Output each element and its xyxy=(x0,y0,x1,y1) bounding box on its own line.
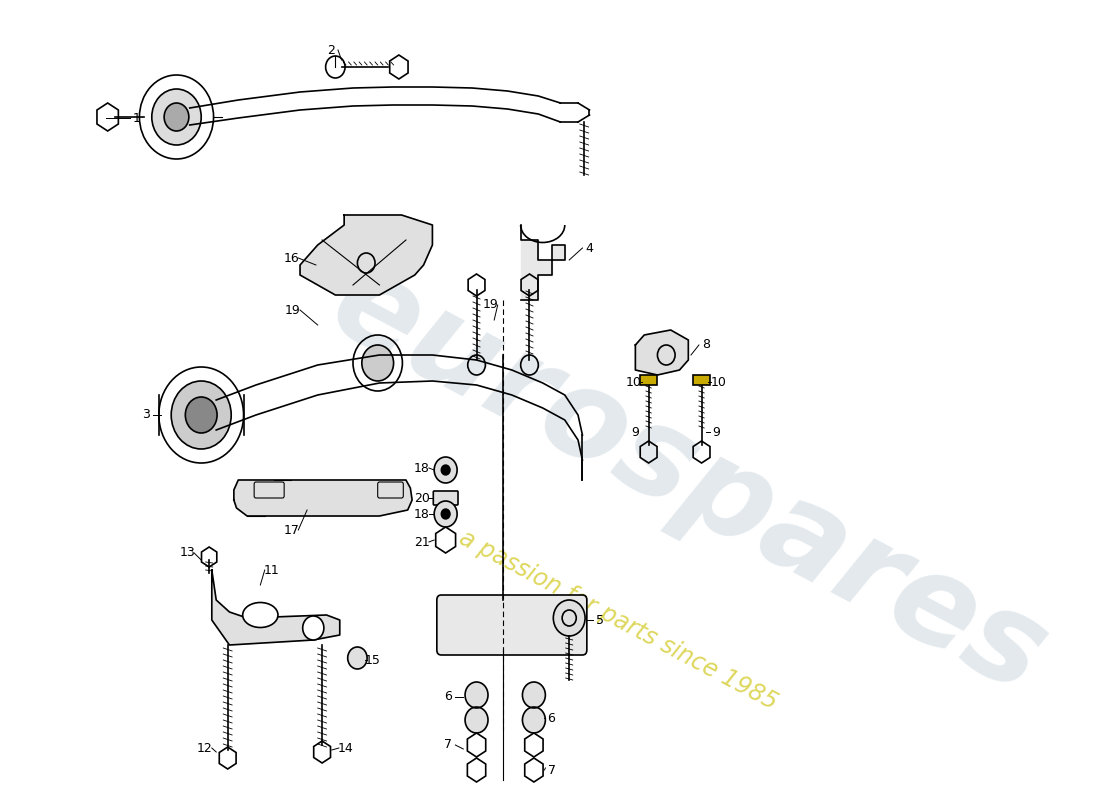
Polygon shape xyxy=(212,570,340,645)
Circle shape xyxy=(465,707,488,733)
Circle shape xyxy=(152,89,201,145)
Text: 21: 21 xyxy=(414,535,430,549)
Circle shape xyxy=(441,465,450,475)
Text: 13: 13 xyxy=(179,546,195,559)
Text: 18: 18 xyxy=(414,507,430,521)
Circle shape xyxy=(522,707,546,733)
Ellipse shape xyxy=(243,602,278,627)
Circle shape xyxy=(185,397,217,433)
Circle shape xyxy=(434,457,458,483)
Text: 10: 10 xyxy=(711,375,726,389)
Circle shape xyxy=(465,682,488,708)
FancyBboxPatch shape xyxy=(437,595,586,655)
Text: 8: 8 xyxy=(702,338,710,351)
Polygon shape xyxy=(234,480,412,516)
Text: 18: 18 xyxy=(414,462,430,474)
Text: 9: 9 xyxy=(713,426,721,438)
Text: 3: 3 xyxy=(142,409,150,422)
Circle shape xyxy=(441,509,450,519)
Circle shape xyxy=(553,600,585,636)
Text: eurospares: eurospares xyxy=(311,241,1066,719)
Polygon shape xyxy=(520,225,564,300)
Text: 1: 1 xyxy=(133,111,141,125)
Circle shape xyxy=(302,616,323,640)
Circle shape xyxy=(172,381,231,449)
Text: a passion for parts since 1985: a passion for parts since 1985 xyxy=(454,526,781,714)
Text: 19: 19 xyxy=(285,303,301,317)
Bar xyxy=(693,375,711,385)
Polygon shape xyxy=(300,215,432,295)
Text: 14: 14 xyxy=(338,742,354,754)
Circle shape xyxy=(522,682,546,708)
Text: 17: 17 xyxy=(284,523,299,537)
Text: 9: 9 xyxy=(631,426,639,438)
Bar xyxy=(640,375,658,385)
Polygon shape xyxy=(636,330,689,375)
Circle shape xyxy=(362,345,394,381)
Text: 16: 16 xyxy=(284,251,299,265)
Text: 5: 5 xyxy=(596,614,604,626)
Bar xyxy=(693,375,711,385)
Circle shape xyxy=(164,103,189,131)
Text: 15: 15 xyxy=(364,654,381,666)
Text: 12: 12 xyxy=(197,742,212,754)
Text: 4: 4 xyxy=(585,242,593,254)
Text: 2: 2 xyxy=(327,43,334,57)
Text: 20: 20 xyxy=(414,491,430,505)
Text: 19: 19 xyxy=(483,298,498,311)
Circle shape xyxy=(434,501,458,527)
Circle shape xyxy=(348,647,367,669)
Text: 7: 7 xyxy=(444,738,452,751)
Text: 6: 6 xyxy=(548,711,556,725)
Text: 10: 10 xyxy=(626,375,641,389)
Bar xyxy=(640,375,658,385)
Text: 6: 6 xyxy=(444,690,452,703)
FancyBboxPatch shape xyxy=(433,491,458,505)
Text: 7: 7 xyxy=(548,763,556,777)
Text: 11: 11 xyxy=(264,563,279,577)
